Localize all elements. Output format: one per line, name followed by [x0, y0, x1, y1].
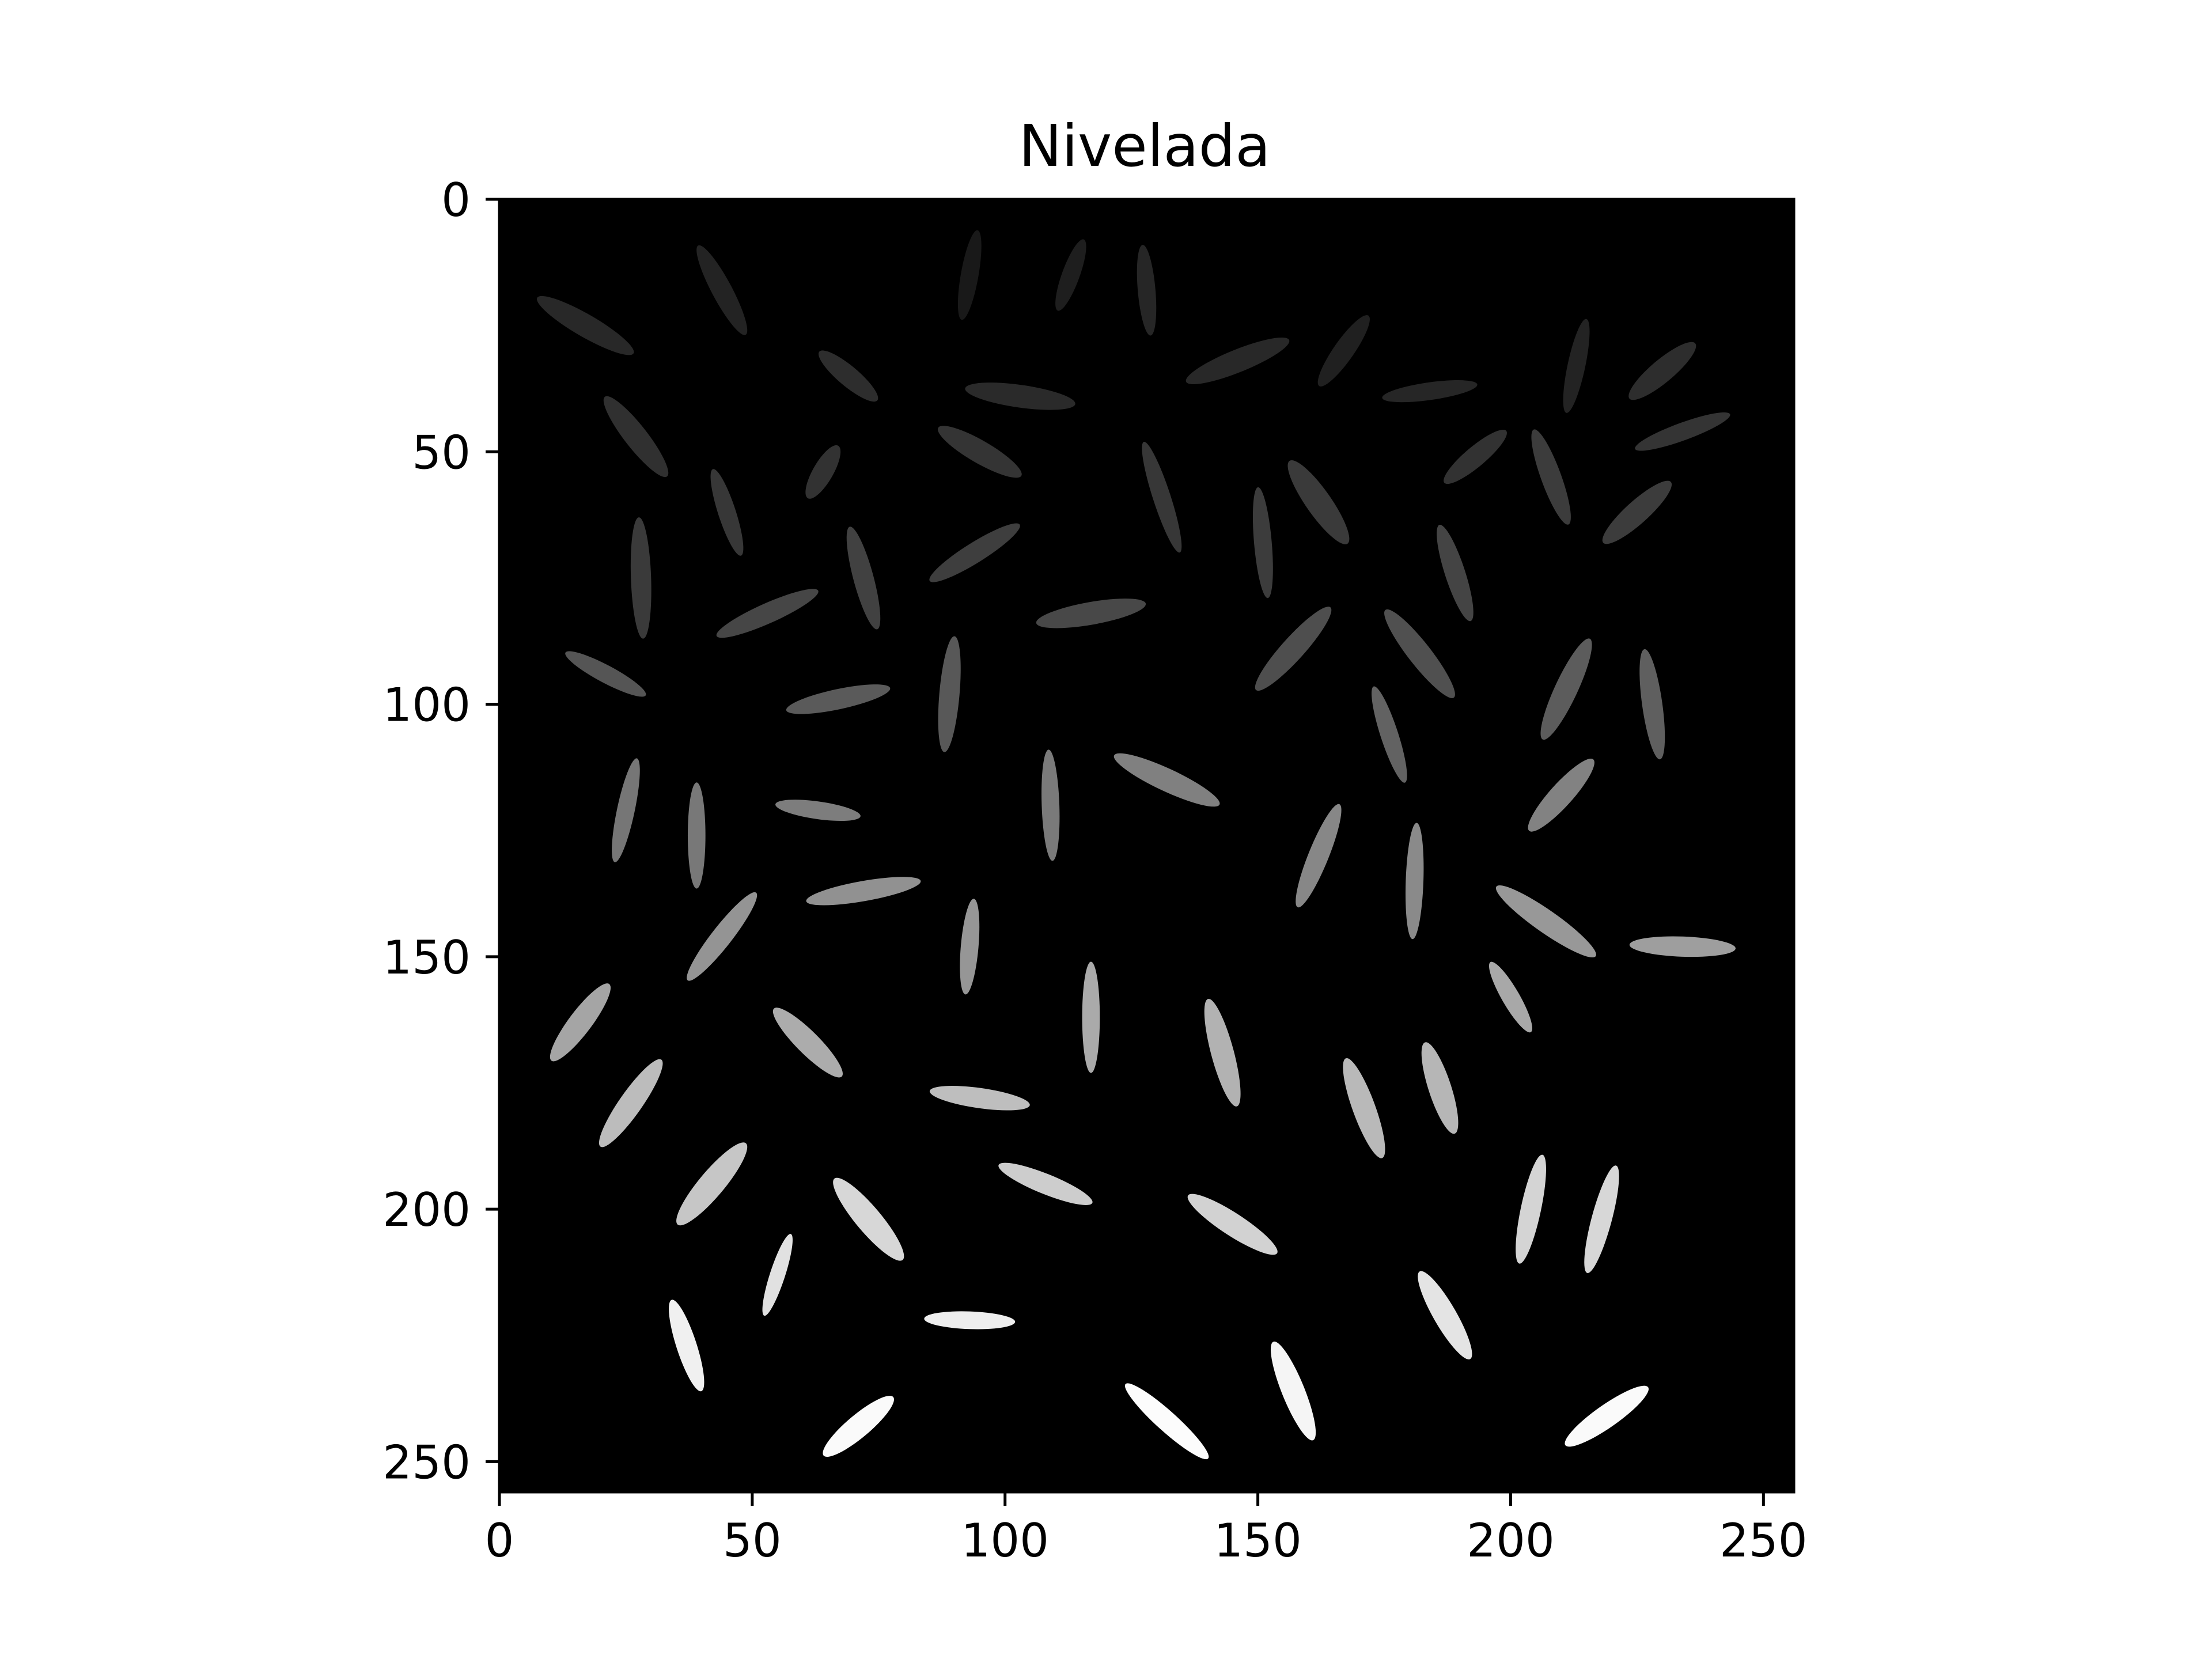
- grain: [612, 758, 640, 862]
- grain: [965, 382, 1075, 410]
- grain: [1639, 649, 1665, 760]
- grain: [716, 589, 819, 638]
- grain: [1421, 1042, 1459, 1134]
- grain: [550, 983, 611, 1062]
- grain: [1418, 1271, 1472, 1359]
- grain: [1384, 609, 1455, 698]
- grain: [957, 230, 982, 320]
- grain: [772, 1007, 843, 1078]
- grain: [1187, 1194, 1278, 1255]
- grain: [603, 396, 669, 478]
- grain: [1137, 245, 1157, 336]
- x-tick-label: 0: [485, 1514, 514, 1567]
- y-tick-label: 0: [441, 173, 471, 227]
- grain: [786, 684, 891, 714]
- x-tick-label: 150: [1214, 1514, 1302, 1567]
- grain: [537, 296, 634, 355]
- grain: [1270, 1341, 1316, 1441]
- grain: [1584, 1165, 1619, 1274]
- grain: [1204, 998, 1241, 1107]
- grain: [805, 445, 841, 499]
- x-tick-label: 250: [1719, 1514, 1808, 1567]
- grain: [630, 517, 652, 639]
- grain: [938, 636, 961, 752]
- grain: [676, 1142, 748, 1226]
- x-tick-label: 200: [1467, 1514, 1555, 1567]
- grain: [1124, 1383, 1209, 1460]
- grain: [929, 1086, 1030, 1111]
- grain-layer: [537, 230, 1736, 1460]
- grain: [1317, 315, 1370, 387]
- grain: [599, 1059, 663, 1147]
- grain: [806, 877, 921, 906]
- grain: [1287, 460, 1350, 544]
- x-axis-ticks: 0 50 100 150 200 250: [485, 1492, 1808, 1567]
- y-tick-label: 200: [382, 1183, 471, 1237]
- grain: [1528, 758, 1594, 832]
- grain: [1628, 342, 1696, 400]
- grain: [1488, 961, 1533, 1033]
- grain: [937, 426, 1022, 478]
- grain: [833, 1177, 904, 1261]
- grain: [1382, 380, 1478, 403]
- grain: [710, 469, 744, 556]
- grain: [1036, 599, 1146, 628]
- axes-frame: [498, 198, 1796, 1494]
- grain: [1405, 823, 1424, 940]
- grain: [1113, 753, 1220, 807]
- grain: [1255, 607, 1332, 691]
- grain: [762, 1234, 793, 1316]
- grain: [565, 651, 646, 697]
- grain: [687, 892, 757, 981]
- grain: [669, 1300, 704, 1392]
- grain: [1185, 337, 1290, 385]
- y-tick-label: 150: [382, 931, 471, 984]
- grain: [929, 523, 1020, 582]
- grain: [1516, 1154, 1546, 1264]
- grain: [696, 245, 748, 335]
- grain: [1531, 429, 1571, 525]
- grain: [1563, 319, 1590, 413]
- grain: [1437, 525, 1474, 622]
- grain: [1296, 804, 1342, 908]
- grain: [1082, 961, 1100, 1073]
- grain: [818, 350, 878, 402]
- y-tick-label: 250: [382, 1435, 471, 1489]
- grain: [1252, 487, 1273, 599]
- grain: [924, 1311, 1016, 1330]
- x-tick-label: 50: [723, 1514, 782, 1567]
- grain: [1055, 239, 1086, 311]
- y-tick-label: 100: [382, 679, 471, 732]
- image-background: [499, 199, 1794, 1492]
- grain: [1041, 749, 1060, 861]
- image-title: Nivelada: [1018, 112, 1270, 180]
- grain: [687, 782, 706, 889]
- grain: [823, 1396, 895, 1457]
- grain: [1444, 429, 1507, 484]
- grain: [846, 527, 881, 630]
- grain: [1629, 936, 1736, 957]
- grain: [1540, 638, 1592, 740]
- grain: [1142, 442, 1182, 553]
- grain: [1565, 1385, 1649, 1447]
- grain: [998, 1162, 1093, 1205]
- x-tick-label: 100: [961, 1514, 1049, 1567]
- image-area: [499, 199, 1794, 1492]
- grain: [775, 800, 861, 821]
- grain: [1372, 686, 1407, 783]
- grain: [1343, 1058, 1385, 1158]
- grain: [1635, 412, 1730, 451]
- grain: [960, 899, 980, 995]
- grain: [1495, 885, 1596, 958]
- grain: [1602, 480, 1672, 544]
- y-tick-label: 50: [412, 426, 471, 479]
- y-axis-ticks: 0 50 100 150 200 250: [382, 173, 499, 1489]
